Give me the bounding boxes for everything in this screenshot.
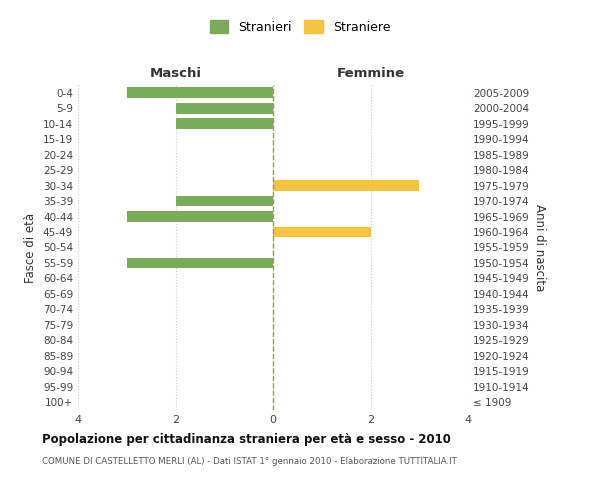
Legend: Stranieri, Straniere: Stranieri, Straniere [205, 15, 395, 38]
Text: Maschi: Maschi [149, 68, 202, 80]
Bar [127, 88, 273, 98]
Bar [127, 258, 273, 268]
Text: COMUNE DI CASTELLETTO MERLI (AL) - Dati ISTAT 1° gennaio 2010 - Elaborazione TUT: COMUNE DI CASTELLETTO MERLI (AL) - Dati … [42, 458, 457, 466]
Bar [273, 180, 419, 191]
Text: Femmine: Femmine [337, 68, 404, 80]
Bar [176, 118, 273, 129]
Y-axis label: Anni di nascita: Anni di nascita [533, 204, 546, 291]
Bar [273, 226, 371, 237]
Bar [176, 103, 273, 114]
Text: Popolazione per cittadinanza straniera per età e sesso - 2010: Popolazione per cittadinanza straniera p… [42, 432, 451, 446]
Bar [176, 196, 273, 206]
Bar [127, 211, 273, 222]
Y-axis label: Fasce di età: Fasce di età [25, 212, 37, 282]
